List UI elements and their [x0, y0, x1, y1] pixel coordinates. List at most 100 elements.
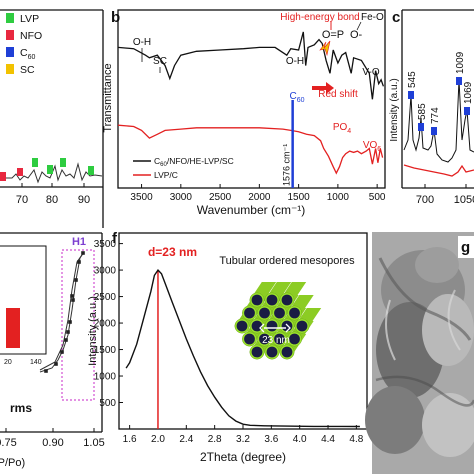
panel-f-xtick-1.6: 1.6: [123, 434, 137, 445]
h1-label: H1: [72, 236, 86, 248]
panel-c-peak-545: 545: [407, 71, 418, 88]
legend-label-nfo: NFO: [20, 30, 42, 42]
mesopore-channel: [266, 294, 278, 306]
inset-bar: [6, 308, 20, 348]
panel-b-tick-3500: 3500: [130, 192, 153, 203]
isotherm-point: [64, 338, 68, 342]
nfo-marker: [0, 172, 6, 181]
isotherm-desorption: [39, 251, 85, 371]
mesopore-channel: [274, 333, 285, 345]
panel-b-series-lvp-c: [117, 124, 384, 175]
panel-f-ytick-3000: 3000: [94, 266, 117, 277]
panel-b-letter: b: [111, 9, 120, 26]
isotherm-point: [77, 260, 81, 264]
panel-e-tick-105: 1.05: [83, 437, 104, 449]
anno-fe-o: Fe-O: [361, 12, 384, 23]
legend-swatch-c60: [6, 47, 14, 57]
isotherm-point: [44, 369, 48, 373]
panel-b-frame: [117, 9, 386, 189]
panel-f-xtick-4.0: 4.0: [293, 434, 307, 445]
panel-c-peak-marker: [431, 127, 437, 135]
panel-e-tick-090: 0.90: [42, 437, 63, 449]
mesopore-channel: [244, 333, 255, 345]
panel-a: LVP NFO C60 SC 70 80 90: [0, 9, 104, 228]
mesopore-channel: [251, 320, 263, 332]
isotherm-point: [54, 362, 58, 366]
legend-swatch-sc: [6, 64, 14, 74]
panel-b-series: [117, 31, 385, 175]
isotherm-point: [74, 278, 78, 282]
panel-c-tick-700: 700: [416, 194, 434, 206]
mesopore-channel: [251, 294, 263, 306]
legend-swatch-lvp: [6, 13, 14, 23]
panel-g-letter: g: [461, 239, 470, 256]
h1-hysteresis-box: [61, 249, 95, 401]
lvp-marker: [32, 158, 38, 167]
panel-c-peak-labels: 545 585 774 1009 1069: [407, 51, 474, 135]
panel-f: f 500 1000 1500 2000 2500 3000 3500 1.6 2.0 2.4 2…: [87, 230, 368, 464]
legend-label-sc: SC: [20, 64, 35, 76]
lightning-icon: [319, 40, 331, 57]
inset-tick-20: 20: [4, 359, 12, 366]
mesopore-channel: [281, 294, 293, 306]
panel-c-peak-1009: 1009: [455, 51, 466, 74]
mesopore-channel: [281, 320, 293, 332]
mesopore-channel: [266, 320, 278, 332]
isotherm-point: [70, 294, 74, 298]
panel-f-ytick-2500: 2500: [94, 292, 117, 303]
inset-tick-140: 140: [30, 359, 42, 366]
panel-b-series-composite: [117, 31, 385, 100]
panel-f-ytick-1000: 1000: [94, 372, 117, 383]
panel-a-tick-70: 70: [16, 194, 28, 206]
panel-c-peak-774: 774: [430, 107, 441, 124]
anno-high-energy-bond: High-energy bond: [280, 12, 360, 23]
panel-a-tick-80: 80: [46, 194, 58, 206]
panel-f-xtick-3.6: 3.6: [264, 434, 278, 445]
legend-lvp-c: LVP/C: [154, 170, 178, 180]
legend-swatch-nfo: [6, 30, 14, 40]
panel-f-ylabel: Intensity (a.u.): [87, 296, 99, 366]
panel-e-rms-text: rms: [10, 401, 32, 415]
panel-f-xtick-2.4: 2.4: [179, 434, 193, 445]
lvp-marker: [47, 165, 53, 174]
panel-f-letter: f: [112, 230, 118, 247]
panel-f-xtick-4.8: 4.8: [349, 434, 363, 445]
panel-f-curve: [125, 268, 360, 428]
mesopore-channel: [289, 333, 300, 345]
panel-c-peak-585: 585: [417, 103, 428, 120]
anno-sc: SC: [153, 56, 167, 67]
mesopore-channel: [236, 320, 248, 332]
panel-c: c Intensity (a.u.) 545 585 774 1009 1069 700…: [389, 9, 474, 206]
panel-g: g: [365, 232, 474, 474]
lvp-marker: [60, 158, 66, 167]
lvp-marker: [88, 166, 94, 175]
panel-a-pattern: [0, 162, 103, 184]
panel-e-xlabel: (P/Po): [0, 457, 25, 469]
mesopore-channel: [251, 346, 263, 358]
panel-c-tick-1050: 1050: [454, 194, 474, 206]
panel-f-xtick-4.4: 4.4: [321, 434, 335, 445]
panel-b-legend: C60/NFO/HE-LVP/SC LVP/C: [133, 156, 234, 180]
panel-b-tick-2500: 2500: [209, 192, 232, 203]
anno-o-minus: O-: [350, 29, 363, 41]
isotherm-adsorption: [39, 251, 85, 373]
isotherm-point: [68, 320, 72, 324]
mesopore-channel: [289, 307, 300, 319]
panel-c-red-spectrum: [403, 164, 474, 177]
legend-label-c60: C60: [20, 47, 35, 61]
panel-b-tick-500: 500: [369, 192, 386, 203]
isotherm-point: [66, 330, 70, 334]
mesopore-channel: [266, 346, 278, 358]
isotherm-point: [60, 350, 64, 354]
panel-c-peak-marker: [418, 123, 424, 131]
panel-b-1576-label: 1576 cm⁻¹: [282, 144, 292, 186]
red-shift-arrow-icon: [312, 82, 334, 94]
mesopore-channel: [259, 333, 270, 345]
panel-b: b Transmittance 3500 3000 2500 2000 1500 1000…: [102, 9, 386, 217]
panel-b-xlabel: Wavenumber (cm⁻¹): [197, 203, 306, 217]
panel-g-label-bg: [458, 236, 474, 258]
mesopore-channel: [281, 346, 293, 358]
panel-f-xtick-2.0: 2.0: [151, 434, 165, 445]
panel-f-x-ticks: 1.6 2.0 2.4 2.8 3.2 3.6 4.0 4.4 4.8: [123, 425, 364, 445]
